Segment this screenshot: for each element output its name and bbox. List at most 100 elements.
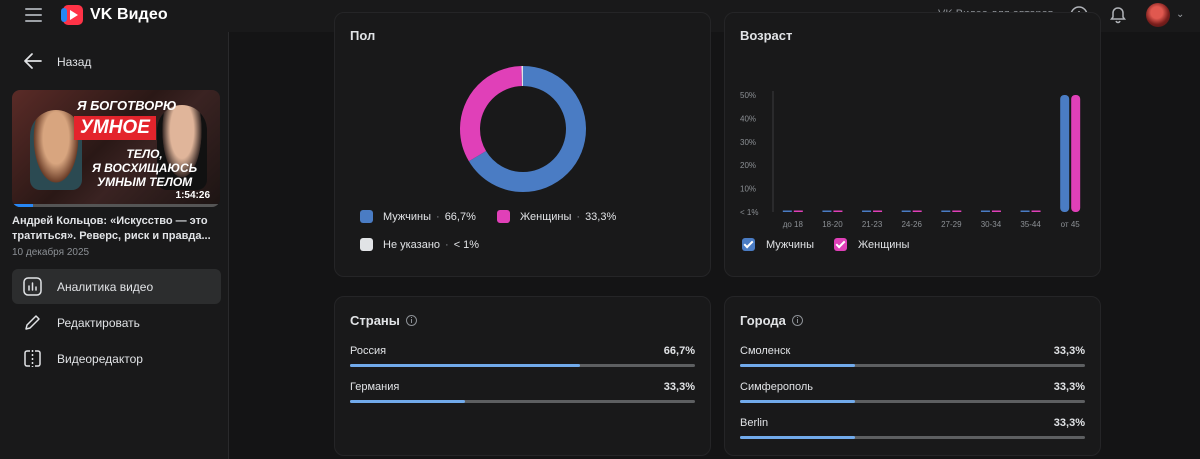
city-row-label: Berlin xyxy=(740,417,769,429)
nav-item-edit[interactable]: Редактировать xyxy=(12,305,221,340)
x-tick-label: 30-34 xyxy=(981,220,1002,229)
age-bar-1-4[interactable] xyxy=(952,210,962,213)
thumbnail-line-3: ТЕЛО, xyxy=(126,147,163,161)
thumbnail-line-5: УМНЫМ ТЕЛОМ xyxy=(96,175,193,189)
city-row-bar xyxy=(740,400,1085,403)
donut-slice-2 xyxy=(460,66,586,192)
legend-value: 66,7% xyxy=(444,210,476,223)
video-title[interactable]: Андрей Кольцов: «Искусство — это тратить… xyxy=(12,215,211,242)
vk-video-logo[interactable]: VK Видео xyxy=(61,5,168,25)
gender-donut xyxy=(460,66,586,192)
age-bar-0-4[interactable] xyxy=(941,210,951,213)
x-tick-label: до 18 xyxy=(783,220,804,229)
arrow-left-icon[interactable] xyxy=(24,53,42,69)
cities-card: Города Смоленск 33,3% Симферополь 33,3% Berl… xyxy=(724,296,1101,456)
legend-women: Женщины · 33,3% xyxy=(497,210,616,223)
thumbnail-person-right xyxy=(157,105,207,190)
cities-title-text: Города xyxy=(740,313,786,328)
vk-video-logo-icon xyxy=(61,5,83,25)
video-duration: 1:54:26 xyxy=(175,190,210,201)
y-tick-label: 30% xyxy=(740,138,756,147)
age-legend-women[interactable]: Женщины xyxy=(834,238,909,251)
city-row-value: 33,3% xyxy=(1053,345,1085,357)
age-bar-1-0[interactable] xyxy=(793,210,803,213)
thumbnail-text-1: Я БОГОТВОРЮ xyxy=(77,98,177,113)
x-tick-label: от 45 xyxy=(1061,220,1081,229)
y-tick-label: 50% xyxy=(740,91,756,100)
sidebar: Назад Я БОГОТВОРЮ УМНОЕ ТЕЛО, Я ВОСХИЩАЮ… xyxy=(0,32,229,459)
age-bar-1-1[interactable] xyxy=(833,210,843,213)
legend-label: Мужчины xyxy=(383,210,432,223)
x-tick-label: 24-26 xyxy=(901,220,922,229)
age-legend-men[interactable]: Мужчины xyxy=(742,238,814,251)
info-icon[interactable] xyxy=(791,315,803,326)
x-tick-label: 18-20 xyxy=(822,220,843,229)
gender-card: Пол Мужчины · 66,7% Женщины · 33,3% Не у… xyxy=(334,12,711,277)
city-row-label: Смоленск xyxy=(740,345,791,357)
donut-slice-1 xyxy=(460,66,586,192)
legend-swatch-women xyxy=(497,210,510,223)
city-row-value: 33,3% xyxy=(1053,417,1085,429)
age-bar-0-1[interactable] xyxy=(822,210,832,213)
x-tick-label: 35-44 xyxy=(1020,220,1041,229)
info-icon[interactable] xyxy=(405,315,417,326)
video-date: 10 декабря 2025 xyxy=(12,247,90,258)
city-row-bar-fill xyxy=(740,436,855,439)
nav-label: Редактировать xyxy=(57,315,140,330)
age-bar-0-7[interactable] xyxy=(1060,95,1070,212)
x-tick-label: 21-23 xyxy=(862,220,883,229)
back-button[interactable]: Назад xyxy=(57,55,92,69)
menu-icon[interactable] xyxy=(25,8,42,22)
legend-label: Женщины xyxy=(858,238,910,251)
country-row-bar-fill xyxy=(350,364,581,367)
thumbnail-text-2: УМНОЕ xyxy=(74,116,156,140)
age-bar-1-5[interactable] xyxy=(991,210,1001,213)
legend-label: Мужчины xyxy=(766,238,815,251)
thumbnail-text-3: ТЕЛО, Я ВОСХИЩАЮСЬ УМНЫМ ТЕЛОМ xyxy=(92,147,197,189)
age-card: Возраст < 1% 10% 20% 30% 40% 50% до 18 18-20 21-… xyxy=(724,12,1101,277)
age-title: Возраст xyxy=(740,28,793,43)
age-bar-1-3[interactable] xyxy=(912,210,922,213)
y-tick-label: 10% xyxy=(740,185,756,194)
age-bar-0-0[interactable] xyxy=(782,210,792,213)
country-row-label: Россия xyxy=(350,345,387,357)
age-bar-1-7[interactable] xyxy=(1071,95,1081,212)
checkbox-women[interactable] xyxy=(834,238,847,251)
y-tick-label: 20% xyxy=(740,161,756,170)
cities-title: Города xyxy=(740,313,803,328)
country-row-value: 66,7% xyxy=(663,345,695,357)
legend-value: 33,3% xyxy=(585,210,617,223)
logo-text: VK Видео xyxy=(90,6,168,23)
nav-item-video-editor[interactable]: Видеоредактор xyxy=(12,341,221,376)
legend-label: Женщины xyxy=(520,210,572,223)
age-bar-0-2[interactable] xyxy=(862,210,872,213)
city-row-bar-fill xyxy=(740,400,855,403)
main-content: Пол Мужчины · 66,7% Женщины · 33,3% Не у… xyxy=(229,12,1200,459)
legend-men: Мужчины · 66,7% xyxy=(360,210,476,223)
legend-label: Не указано xyxy=(383,238,441,251)
age-bar-1-6[interactable] xyxy=(1031,210,1041,213)
y-tick-label: < 1% xyxy=(740,208,758,217)
checkbox-men[interactable] xyxy=(742,238,755,251)
legend-swatch-men xyxy=(360,210,373,223)
gender-title: Пол xyxy=(350,28,376,43)
countries-title-text: Страны xyxy=(350,313,400,328)
nav-item-analytics[interactable]: Аналитика видео xyxy=(12,269,221,304)
legend-value: < 1% xyxy=(453,238,480,251)
video-thumbnail[interactable]: Я БОГОТВОРЮ УМНОЕ ТЕЛО, Я ВОСХИЩАЮСЬ УМН… xyxy=(12,90,220,207)
age-bar-1-2[interactable] xyxy=(873,210,883,213)
avatar[interactable] xyxy=(1146,3,1170,27)
video-editor-icon xyxy=(24,350,41,367)
watch-progress xyxy=(12,204,220,207)
country-row-bar xyxy=(350,364,695,367)
age-bar-0-5[interactable] xyxy=(980,210,990,213)
nav-label: Видеоредактор xyxy=(57,351,143,366)
age-bar-0-6[interactable] xyxy=(1020,210,1030,213)
chevron-down-icon[interactable]: ⌄ xyxy=(1176,9,1185,20)
thumbnail-person-left xyxy=(30,110,82,190)
city-row-bar xyxy=(740,364,1085,367)
legend-swatch-unknown xyxy=(360,238,373,251)
age-bar-0-3[interactable] xyxy=(901,210,911,213)
nav-label: Аналитика видео xyxy=(57,279,154,294)
bell-icon[interactable] xyxy=(1108,5,1128,25)
